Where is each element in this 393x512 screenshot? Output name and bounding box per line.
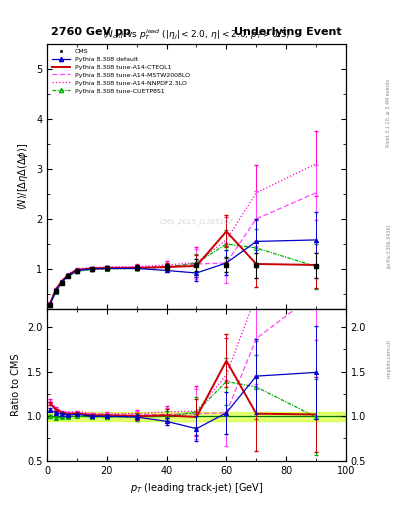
Text: mcplots.cern.ch: mcplots.cern.ch bbox=[386, 339, 391, 378]
Y-axis label: Ratio to CMS: Ratio to CMS bbox=[11, 354, 21, 416]
Text: Underlying Event: Underlying Event bbox=[234, 27, 342, 37]
Text: 2760 GeV pp: 2760 GeV pp bbox=[51, 27, 131, 37]
Title: $\langle N_{ch}\rangle$ vs $p_T^{lead}$ ($|\eta_j|{<}2.0,\,\eta|{<}2.0,\,p_T{>}0: $\langle N_{ch}\rangle$ vs $p_T^{lead}$ … bbox=[102, 28, 291, 42]
Y-axis label: $\langle N \rangle/[\Delta\eta\Delta(\Delta\phi)]$: $\langle N \rangle/[\Delta\eta\Delta(\De… bbox=[17, 143, 31, 210]
Text: Rivet 3.1.10, ≥ 3.4M events: Rivet 3.1.10, ≥ 3.4M events bbox=[386, 78, 391, 147]
Text: CMS_2015_I1385107: CMS_2015_I1385107 bbox=[160, 218, 233, 225]
Legend: CMS, Pythia 8.308 default, Pythia 8.308 tune-A14-CTEQL1, Pythia 8.308 tune-A14-M: CMS, Pythia 8.308 default, Pythia 8.308 … bbox=[50, 47, 192, 95]
Text: [arXiv:1306.3436]: [arXiv:1306.3436] bbox=[386, 224, 391, 268]
X-axis label: $p_T$ (leading track-jet) [GeV]: $p_T$ (leading track-jet) [GeV] bbox=[130, 481, 263, 495]
